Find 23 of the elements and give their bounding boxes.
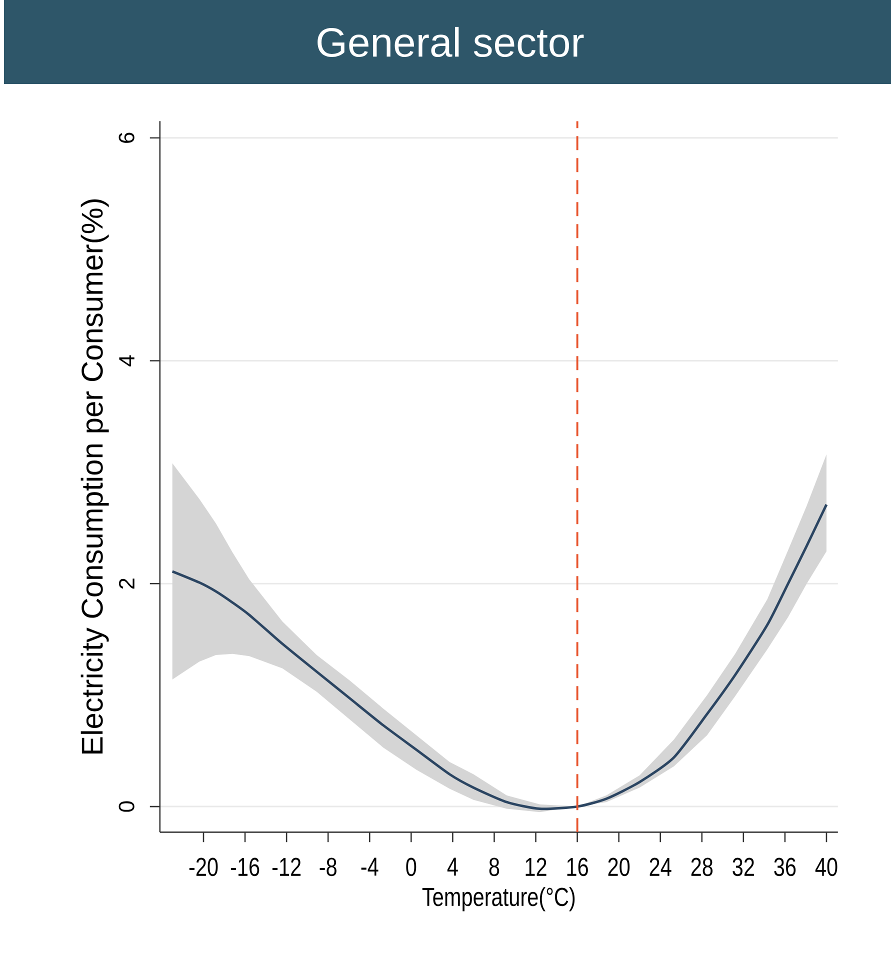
x-tick-label: 16	[567, 858, 588, 876]
x-tick-label: 40	[815, 858, 838, 876]
x-tick-label: -12	[272, 858, 301, 876]
x-tick-label: 36	[774, 858, 796, 876]
x-tick-label: 0	[406, 858, 416, 876]
x-tick-label: 12	[526, 858, 546, 876]
x-tick-label: 4	[447, 858, 458, 876]
x-tick-label: 32	[732, 858, 754, 876]
x-tick-label: 20	[608, 858, 630, 876]
chart-title: General sector	[318, 26, 584, 58]
x-tick-label: -4	[361, 858, 378, 876]
y-axis-title: Electricity Consumption per Consumer(%)	[80, 199, 109, 754]
y-tick-label: 4	[119, 355, 134, 366]
x-tick-label: 28	[691, 858, 713, 876]
x-tick-label: 24	[650, 858, 672, 876]
x-axis-title: Temperature(°C)	[422, 887, 575, 912]
y-tick-label: 2	[118, 578, 134, 589]
y-tick-label: 6	[118, 132, 134, 143]
x-tick-label: -20	[189, 858, 218, 876]
x-tick-label: 8	[489, 858, 500, 876]
y-tick-label: 0	[118, 801, 134, 812]
x-tick-label: -16	[230, 858, 260, 876]
x-tick-label: -8	[320, 858, 336, 876]
